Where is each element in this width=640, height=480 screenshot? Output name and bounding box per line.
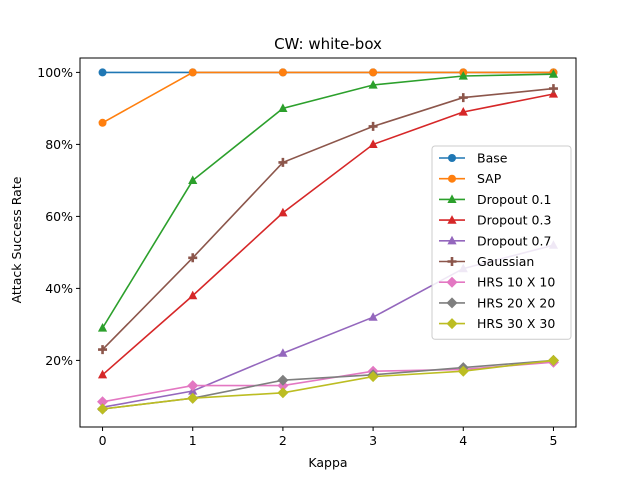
legend-marker (446, 297, 458, 309)
legend-label: HRS 30 X 30 (477, 316, 555, 331)
legend-label: Dropout 0.7 (477, 233, 551, 248)
data-point (278, 348, 288, 357)
legend-marker (448, 174, 456, 183)
data-point (458, 71, 468, 80)
plot-area: 0 1 2 3 4 5 20% 40% 60% 80% 100% (37, 57, 577, 448)
legend-label: HRS 20 X 20 (477, 295, 555, 310)
y-tick-label: 40% (45, 281, 73, 296)
data-point (187, 380, 199, 392)
x-tick-label: 4 (459, 433, 467, 448)
legend-marker (446, 276, 458, 288)
data-point (98, 345, 108, 355)
series-line (101, 87, 554, 351)
data-point (278, 68, 287, 77)
series-line (102, 359, 554, 410)
x-tick-label: 2 (279, 433, 287, 448)
data-point (548, 84, 558, 94)
x-tick-label: 3 (369, 433, 377, 448)
legend: Base SAP Dropout 0.1 Dropout 0.3 Dropout 0.7… (431, 145, 572, 340)
data-point (367, 371, 379, 383)
y-axis-label: Attack Success Rate (9, 176, 24, 303)
legend-marker (447, 215, 457, 224)
legend-label: SAP (477, 171, 502, 186)
data-point (97, 403, 109, 415)
data-point (188, 290, 198, 300)
y-tick-label: 20% (45, 353, 73, 368)
data-point (277, 374, 289, 386)
data-point (277, 387, 289, 399)
legend-marker (446, 318, 458, 330)
data-point (187, 392, 199, 404)
series-line (101, 73, 554, 329)
series-line (102, 93, 554, 376)
data-point (188, 175, 198, 184)
legend-marker (448, 154, 456, 162)
data-point (278, 103, 288, 112)
legend-marker (447, 235, 457, 245)
legend-label: HRS 10 X 10 (477, 275, 555, 290)
y-tick-label: 100% (37, 65, 73, 80)
legend-label: Base (477, 151, 508, 166)
data-point (278, 207, 288, 217)
data-point (98, 118, 107, 127)
plot-frame (79, 57, 577, 428)
data-point (457, 365, 469, 377)
data-point (98, 68, 107, 77)
data-point (97, 369, 108, 379)
data-point (458, 107, 468, 116)
data-point (188, 253, 198, 263)
data-point (548, 89, 559, 98)
data-point (188, 68, 197, 77)
data-point (369, 68, 378, 77)
data-point (368, 80, 378, 89)
x-tick-label: 1 (189, 433, 197, 448)
data-point (547, 354, 559, 366)
data-point (368, 139, 378, 148)
data-point (97, 323, 108, 332)
y-tick-label: 80% (45, 137, 73, 152)
legend-marker (447, 257, 457, 266)
legend-label: Dropout 0.3 (477, 213, 551, 228)
series-line (102, 361, 554, 403)
legend-box (431, 145, 572, 340)
data-point (97, 396, 109, 408)
x-axis-label: Kappa (308, 455, 347, 470)
x-tick-label: 5 (549, 433, 557, 448)
data-point (368, 121, 378, 131)
chart-title: CW: white-box (274, 35, 382, 53)
series-line (102, 71, 554, 124)
y-tick-label: 60% (45, 209, 73, 224)
x-tick-label: 0 (99, 433, 107, 448)
legend-label: Dropout 0.1 (477, 192, 551, 207)
legend-marker (447, 194, 457, 203)
data-point (458, 93, 468, 103)
data-point (278, 157, 288, 167)
data-point (548, 69, 559, 78)
legend-label: Gaussian (477, 254, 534, 269)
data-point (368, 312, 378, 321)
